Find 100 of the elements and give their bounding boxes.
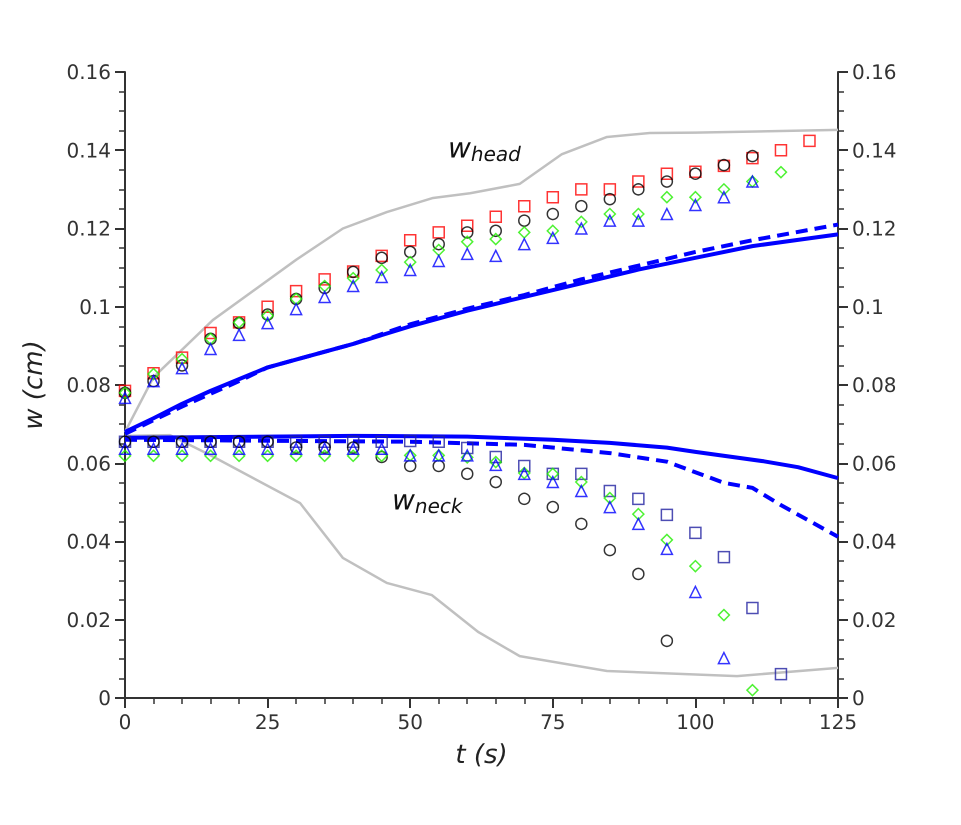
y2-tick-label: 0.14 <box>852 138 897 162</box>
point <box>689 586 702 598</box>
x-tick-label: 0 <box>118 710 132 734</box>
point <box>604 544 616 556</box>
point <box>490 456 502 468</box>
y-tick-label: 0 <box>98 686 111 710</box>
point <box>518 200 531 212</box>
y2-tick-label: 0.04 <box>852 530 897 554</box>
point <box>290 450 302 462</box>
y-tick-label: 0.12 <box>66 216 111 240</box>
point <box>632 568 645 580</box>
point <box>604 492 616 504</box>
y-tick-label: 0.08 <box>66 373 111 397</box>
point <box>490 450 502 464</box>
point <box>660 190 674 204</box>
point <box>546 476 560 488</box>
point <box>432 254 445 268</box>
point <box>632 508 645 520</box>
point <box>774 166 788 178</box>
point <box>432 460 445 472</box>
point <box>375 442 388 456</box>
point <box>118 442 132 456</box>
point <box>718 190 730 204</box>
point <box>746 602 759 614</box>
point <box>176 362 188 374</box>
point <box>575 518 588 530</box>
point <box>404 256 416 268</box>
point <box>518 492 531 506</box>
point <box>575 183 588 196</box>
point <box>318 273 331 286</box>
y2-tick-label: 0.12 <box>852 216 897 240</box>
point <box>575 216 588 228</box>
point <box>460 220 474 232</box>
point <box>261 442 274 456</box>
y2-tick-label: 0.08 <box>852 373 897 397</box>
point <box>176 450 188 462</box>
y-axis-title: w (cm) <box>19 340 49 430</box>
point <box>604 192 616 206</box>
point <box>118 392 132 404</box>
point <box>689 560 702 572</box>
point <box>461 226 474 239</box>
x-tick-label: 75 <box>540 710 566 734</box>
x-tick-label: 25 <box>254 710 280 734</box>
point <box>404 264 416 276</box>
point <box>718 652 730 664</box>
point <box>718 608 730 622</box>
point <box>261 300 274 313</box>
point <box>490 476 502 488</box>
point <box>460 248 474 260</box>
point <box>432 244 445 256</box>
point <box>632 492 645 506</box>
y2-tick-label: 0.06 <box>852 451 897 476</box>
point <box>546 500 560 514</box>
point <box>404 246 416 258</box>
point <box>232 442 246 456</box>
point <box>204 326 217 340</box>
point <box>604 183 616 196</box>
point <box>118 450 132 462</box>
point <box>689 198 702 212</box>
point <box>204 342 217 356</box>
point <box>432 238 445 250</box>
point <box>204 450 217 462</box>
point <box>660 208 674 220</box>
point <box>204 442 217 456</box>
point <box>147 442 160 456</box>
point <box>604 208 616 220</box>
point <box>290 284 302 298</box>
point <box>632 183 645 196</box>
point <box>490 458 502 472</box>
point <box>490 232 502 246</box>
point <box>147 450 160 462</box>
point <box>746 684 759 696</box>
point <box>632 518 645 530</box>
point <box>660 542 674 556</box>
x-tick-label: 125 <box>818 710 858 734</box>
y-tick-label: 0.06 <box>66 451 111 476</box>
point <box>404 234 416 246</box>
point <box>575 484 588 498</box>
y-tick-label: 0.1 <box>79 294 111 319</box>
point <box>689 526 702 540</box>
y-tick-label: 0.04 <box>66 530 111 554</box>
y-tick-label: 0.14 <box>66 138 111 162</box>
point <box>490 224 502 238</box>
point <box>318 450 331 462</box>
point <box>718 550 730 564</box>
point <box>518 214 531 227</box>
point <box>490 250 502 262</box>
point <box>575 468 588 480</box>
point <box>546 190 560 204</box>
point <box>718 183 730 196</box>
point <box>774 144 788 156</box>
point <box>774 668 788 680</box>
point <box>575 222 588 235</box>
y2-tick-label: 0.02 <box>852 608 897 632</box>
point <box>461 468 474 480</box>
point <box>660 175 674 188</box>
point <box>346 435 360 448</box>
point <box>232 328 246 342</box>
point <box>660 634 674 648</box>
point <box>432 226 445 239</box>
